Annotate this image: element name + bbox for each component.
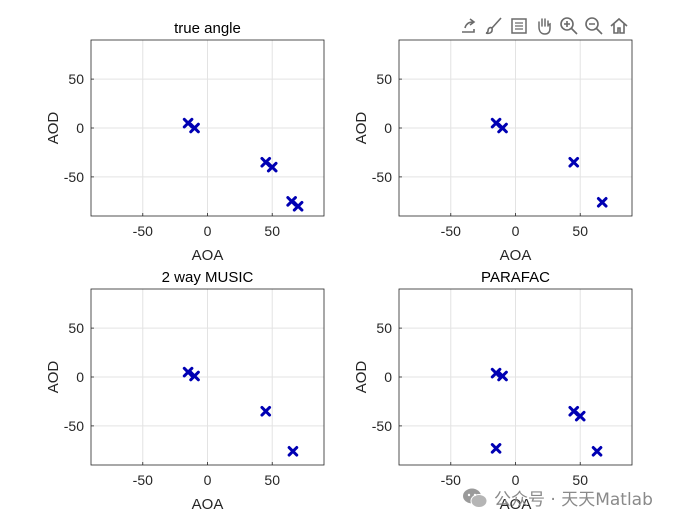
data-point-marker xyxy=(189,122,200,134)
tick-label-y: 0 xyxy=(384,369,392,385)
x-axis-label: AOA xyxy=(500,496,532,513)
tick-label-x: -50 xyxy=(133,223,153,239)
brush-button[interactable] xyxy=(483,15,505,37)
tick-label-x: 50 xyxy=(572,223,588,239)
data-point-marker xyxy=(574,410,586,422)
wechat-logo-icon xyxy=(463,488,488,508)
tick-label-x: 0 xyxy=(512,472,520,488)
axes-toolbar xyxy=(458,14,630,38)
data-point-marker xyxy=(189,370,200,382)
tick-label-y: 50 xyxy=(376,71,392,87)
data-point-marker xyxy=(591,446,603,457)
tick-label-y: 50 xyxy=(68,71,84,87)
data-tips-button[interactable] xyxy=(508,15,530,37)
data-point-marker xyxy=(490,367,502,379)
data-point-marker xyxy=(497,122,508,134)
tick-label-y: -50 xyxy=(372,418,392,434)
data-point-marker xyxy=(497,370,508,382)
data-point-marker xyxy=(182,366,194,378)
tick-label-x: -50 xyxy=(441,223,461,239)
tick-label-x: 0 xyxy=(512,223,520,239)
watermark-text: 公众号 · 天天Matlab xyxy=(494,490,653,510)
axes-2: -50 0 50 -50 0 50 AOA AOD xyxy=(353,39,633,264)
pan-hand-icon xyxy=(538,18,551,35)
brush-icon xyxy=(485,17,502,35)
tick-label-y: 0 xyxy=(384,120,392,136)
y-axis-label: AOD xyxy=(353,361,370,394)
y-axis-label: AOD xyxy=(45,361,62,394)
axes-4: -50 0 50 -50 0 50 AOA AOD PARAFAC xyxy=(353,269,633,513)
data-point-marker xyxy=(490,443,502,454)
data-point-marker xyxy=(596,197,608,208)
x-axis-label: AOA xyxy=(500,247,532,264)
x-axis-label: AOA xyxy=(192,496,224,513)
zoom-in-button[interactable] xyxy=(558,15,580,37)
export-icon xyxy=(462,18,476,33)
tick-label-x: -50 xyxy=(441,472,461,488)
home-button[interactable] xyxy=(608,15,630,37)
axes-1: -50 0 50 -50 0 50 AOA AOD true angle xyxy=(45,20,325,264)
home-icon xyxy=(610,17,628,34)
chart-title: true angle xyxy=(174,20,241,37)
tick-label-y: -50 xyxy=(64,418,84,434)
y-axis-label: AOD xyxy=(45,112,62,145)
export-button[interactable] xyxy=(458,15,480,37)
data-point-marker xyxy=(287,446,299,457)
tick-label-y: 0 xyxy=(76,120,84,136)
chart-title: 2 way MUSIC xyxy=(162,269,254,286)
tick-label-y: 0 xyxy=(76,369,84,385)
zoom-out-icon xyxy=(585,17,603,35)
tick-label-x: 50 xyxy=(264,472,280,488)
data-point-marker xyxy=(292,200,304,212)
tick-label-x: 50 xyxy=(572,472,588,488)
data-point-marker xyxy=(568,156,580,168)
pan-button[interactable] xyxy=(533,15,555,37)
tick-label-x: 0 xyxy=(204,223,212,239)
tick-label-y: 50 xyxy=(68,320,84,336)
tick-label-x: 50 xyxy=(264,223,280,239)
tick-label-y: 50 xyxy=(376,320,392,336)
data-point-marker xyxy=(266,161,278,173)
zoom-in-icon xyxy=(560,17,578,35)
tick-label-x: -50 xyxy=(133,472,153,488)
data-point-marker xyxy=(260,405,272,417)
x-axis-label: AOA xyxy=(192,247,224,264)
zoom-out-button[interactable] xyxy=(583,15,605,37)
tick-label-x: 0 xyxy=(204,472,212,488)
tick-label-y: -50 xyxy=(64,169,84,185)
axes-3: -50 0 50 -50 0 50 AOA AOD 2 way MUSIC xyxy=(45,269,325,513)
chart-title: PARAFAC xyxy=(481,269,550,286)
tick-label-y: -50 xyxy=(372,169,392,185)
watermark: 公众号 · 天天Matlab xyxy=(462,485,653,510)
data-tips-icon xyxy=(511,18,527,34)
y-axis-label: AOD xyxy=(353,112,370,145)
